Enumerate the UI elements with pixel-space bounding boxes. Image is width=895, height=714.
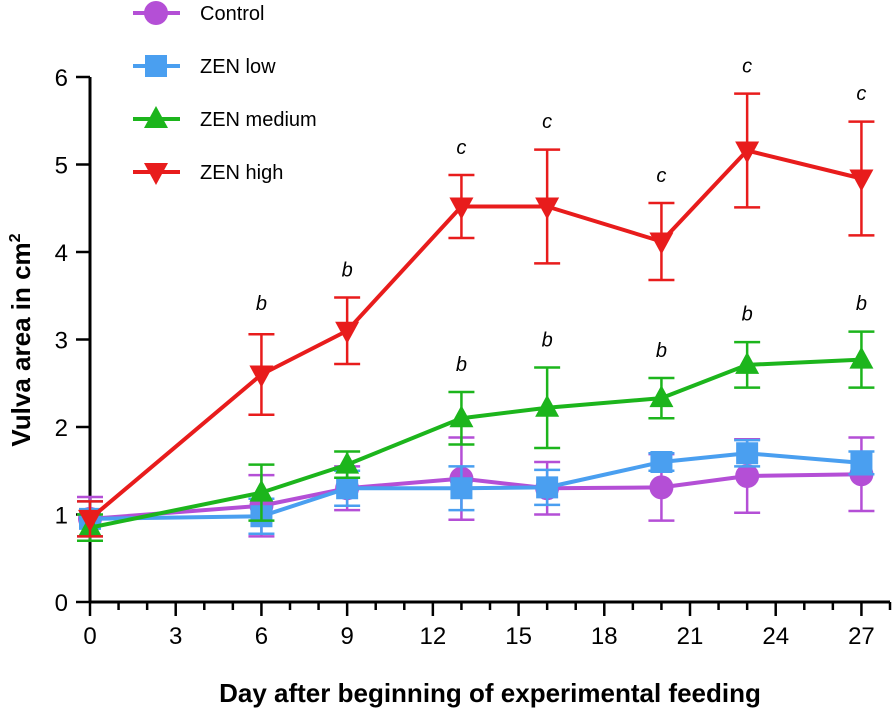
y-tick-label: 0 [55, 590, 68, 617]
x-tick-label: 0 [83, 623, 96, 650]
x-tick-label: 3 [169, 623, 182, 650]
significance-label: c [856, 83, 866, 105]
data-point-zen-medium [735, 351, 760, 374]
data-point-zen-high [735, 141, 760, 164]
x-tick-label: 24 [762, 623, 789, 650]
data-point-zen-medium [649, 385, 674, 408]
y-axis-title-text: Vulva area in cm [6, 242, 36, 446]
data-point-zen-low [650, 451, 673, 473]
legend-label-control: Control [200, 3, 264, 25]
data-point-zen-low [736, 442, 759, 465]
significance-annotations: b b c c c c c b b b b b [256, 56, 867, 376]
series-line-zen-high [88, 148, 862, 521]
significance-label: b [456, 354, 467, 376]
x-tick-label: 21 [677, 623, 704, 650]
y-tick-label: 5 [55, 153, 68, 180]
data-point-zen-high [449, 197, 474, 220]
data-point-zen-medium [535, 394, 560, 417]
data-point-zen-high [849, 169, 874, 192]
data-point-zen-medium [335, 451, 360, 474]
y-tick-label: 6 [55, 65, 68, 92]
data-point-control [649, 475, 674, 500]
data-point-zen-medium [249, 479, 274, 502]
significance-label: b [342, 260, 353, 282]
data-point-zen-high [78, 509, 102, 532]
y-tick-label: 1 [55, 503, 68, 530]
series-line-zen-low [89, 451, 862, 521]
legend-label-zen-medium: ZEN medium [200, 109, 317, 131]
significance-label: c [656, 165, 666, 187]
legend-label-zen-low: ZEN low [200, 56, 276, 78]
y-tick-label: 4 [55, 240, 68, 267]
series-zen-high [77, 92, 875, 538]
data-point-zen-high [649, 232, 674, 255]
series-zen-low [77, 438, 875, 538]
legend: Control ZEN low ZEN medium ZEN high [133, 1, 317, 185]
x-tick-label: 18 [591, 623, 618, 650]
significance-label: b [542, 330, 553, 352]
data-point-zen-low [450, 477, 473, 500]
significance-label: b [656, 340, 667, 362]
legend-marker-zen-high [144, 163, 168, 185]
data-point-zen-low [850, 451, 873, 474]
legend-label-zen-high: ZEN high [200, 162, 283, 184]
data-point-zen-medium [849, 346, 874, 369]
data-point-zen-low [536, 476, 559, 499]
data-point-zen-high [335, 321, 360, 344]
data-point-zen-medium [449, 405, 474, 428]
significance-label: c [742, 56, 752, 78]
legend-item-zen-high: ZEN high [133, 162, 283, 185]
significance-label: b [256, 293, 267, 315]
legend-item-zen-low: ZEN low [133, 55, 276, 78]
x-tick-label: 9 [340, 623, 353, 650]
legend-marker-zen-medium [144, 106, 168, 128]
data-point-zen-high [249, 365, 274, 388]
x-tick-label: 27 [848, 623, 875, 650]
legend-item-zen-medium: ZEN medium [133, 106, 317, 131]
legend-marker-zen-low [145, 55, 167, 77]
series-line-control [89, 472, 862, 521]
data-point-zen-low [336, 477, 359, 500]
plot-area [77, 92, 875, 542]
y-tick-label: 2 [55, 415, 68, 442]
y-tick-label: 3 [55, 328, 68, 355]
legend-marker-control [144, 1, 168, 25]
significance-label: c [542, 111, 552, 133]
y-axis-title-superscript: 2 [7, 233, 24, 242]
x-tick-label: 6 [255, 623, 268, 650]
significance-label: c [456, 137, 466, 159]
significance-label: b [742, 303, 753, 325]
x-axis-title: Day after beginning of experimental feed… [219, 678, 761, 708]
data-point-control [735, 464, 760, 488]
legend-item-control: Control [133, 1, 264, 25]
significance-label: b [856, 293, 867, 315]
x-tick-label: 15 [505, 623, 532, 650]
x-tick-label: 12 [420, 623, 447, 650]
y-axis-title: Vulva area in cm2 [6, 233, 36, 446]
data-point-zen-high [535, 197, 560, 220]
series-line-zen-medium [89, 357, 862, 530]
